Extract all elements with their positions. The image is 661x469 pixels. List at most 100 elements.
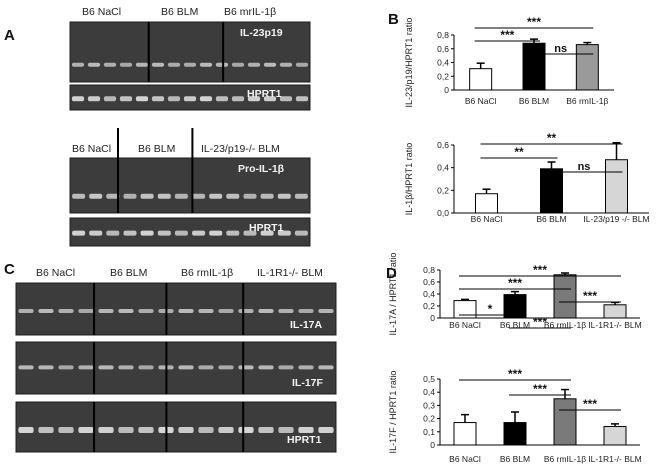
gel-band bbox=[278, 365, 294, 370]
gel-band bbox=[318, 309, 334, 313]
gel-band bbox=[218, 427, 234, 433]
gel-band bbox=[119, 96, 133, 102]
category-label: B6 BLM bbox=[500, 454, 530, 464]
y-tick-label: 0,4 bbox=[437, 58, 449, 68]
gel-band bbox=[151, 62, 165, 67]
gel-band bbox=[294, 193, 308, 199]
category-label: B6 NaCl bbox=[449, 320, 481, 330]
gel-band bbox=[238, 427, 254, 433]
panel-letter-b: B bbox=[388, 11, 399, 28]
gel-band bbox=[138, 309, 154, 313]
bar-3 bbox=[575, 44, 599, 91]
gel-band bbox=[294, 230, 308, 236]
gel-band bbox=[98, 309, 114, 313]
gel-band bbox=[157, 193, 171, 199]
gel-band bbox=[178, 427, 194, 433]
gel-band bbox=[18, 309, 34, 313]
gel-c-header-4: IL-1R1-/- BLM bbox=[257, 267, 323, 279]
gel-a2-header-1: B6 NaCl bbox=[72, 143, 111, 155]
gel-band bbox=[58, 365, 74, 370]
gel-band bbox=[178, 309, 194, 313]
gel-band bbox=[231, 62, 245, 67]
y-axis-label: IL-17F / HPRT1 ratio bbox=[388, 371, 398, 454]
gel-blot-a2 bbox=[69, 128, 311, 247]
gel-band bbox=[199, 96, 213, 102]
gel-band bbox=[135, 96, 149, 102]
bar-3 bbox=[553, 398, 577, 446]
gel-band bbox=[103, 62, 117, 67]
gel-band bbox=[118, 427, 134, 433]
category-label: B6 NaCl bbox=[465, 96, 497, 106]
gel-strip-border bbox=[15, 282, 337, 336]
y-tick-label: 0,8 bbox=[423, 265, 435, 275]
gel-band bbox=[231, 96, 245, 102]
significance-label: *** bbox=[508, 367, 522, 381]
gel-band bbox=[243, 230, 257, 236]
gel-band bbox=[279, 96, 293, 102]
gel-band bbox=[106, 193, 120, 199]
significance-label: ns bbox=[578, 161, 591, 173]
gel-c-strip-label-3: HPRT1 bbox=[287, 434, 322, 446]
gel-band bbox=[226, 230, 240, 236]
significance-label: ns bbox=[554, 43, 567, 55]
y-tick-label: 0,8 bbox=[437, 30, 449, 40]
gel-a1-header-3: B6 mrIL-1β bbox=[224, 6, 276, 18]
category-label: B6 rmIL-1β bbox=[566, 96, 608, 106]
gel-band bbox=[243, 193, 257, 199]
y-tick-label: 0,4 bbox=[437, 163, 449, 173]
gel-band bbox=[183, 96, 197, 102]
y-tick-label: 0,2 bbox=[437, 71, 449, 81]
gel-band bbox=[209, 193, 223, 199]
gel-band bbox=[183, 62, 197, 67]
gel-band bbox=[38, 365, 54, 370]
bar-3 bbox=[605, 159, 628, 214]
bar-4 bbox=[603, 304, 627, 319]
y-tick-label: 0,2 bbox=[423, 301, 435, 311]
gel-band bbox=[298, 427, 314, 433]
gel-band bbox=[138, 427, 154, 433]
y-axis-label: IL-23/p19/HPRT1 ratio bbox=[404, 18, 414, 108]
gel-band bbox=[103, 96, 117, 102]
gel-a2-header-2: B6 BLM bbox=[138, 143, 175, 155]
gel-a1-strip-label-2: HPRT1 bbox=[247, 88, 282, 100]
gel-band bbox=[263, 96, 277, 102]
gel-strip-border bbox=[69, 157, 311, 214]
category-label: B6 BLM bbox=[519, 96, 549, 106]
chart-il23p19-ratio: 0 0,2 0,4 0,6 0,8 IL-23/p19/HPRT1 ratio B6 NaC… bbox=[404, 15, 614, 107]
gel-band bbox=[198, 309, 214, 313]
gel-band bbox=[151, 96, 165, 102]
gel-band bbox=[18, 427, 34, 433]
gel-band bbox=[215, 62, 229, 67]
y-tick-label: 0,0 bbox=[437, 208, 449, 218]
gel-band bbox=[258, 365, 274, 370]
gel-strip-border bbox=[15, 401, 337, 453]
category-label: B6 BLM bbox=[536, 214, 566, 224]
gel-strip bbox=[70, 22, 310, 82]
gel-band bbox=[98, 365, 114, 370]
y-tick-label: 0,5 bbox=[423, 374, 435, 384]
gel-band bbox=[258, 309, 274, 313]
gel-blot-a1 bbox=[69, 21, 311, 111]
gel-blot-c bbox=[15, 282, 337, 453]
gel-strip-border bbox=[69, 21, 311, 83]
y-tick-label: 0 bbox=[444, 85, 449, 95]
category-label: B6 NaCl bbox=[471, 214, 503, 224]
y-tick-label: 0,6 bbox=[437, 140, 449, 150]
significance-label: *** bbox=[583, 397, 597, 411]
gel-band bbox=[298, 309, 314, 313]
gel-band bbox=[106, 230, 120, 236]
gel-band bbox=[215, 96, 229, 102]
gel-band bbox=[72, 193, 86, 199]
gel-band bbox=[72, 230, 86, 236]
y-tick-label: 0,4 bbox=[423, 387, 435, 397]
gel-band bbox=[140, 193, 154, 199]
gel-band bbox=[140, 230, 154, 236]
gel-band bbox=[238, 309, 254, 313]
gel-band bbox=[260, 230, 274, 236]
bar-4 bbox=[603, 426, 627, 446]
y-axis-label: IL-1β/HPRT1 ratio bbox=[404, 143, 414, 216]
y-tick-label: 0,1 bbox=[423, 427, 435, 437]
chart-il17a-ratio: 0 0,2 0,4 0,6 0,8 IL-17A / HPRT1 ratio B6 NaCl… bbox=[388, 253, 642, 336]
category-label: B6 rmIL-1β bbox=[544, 320, 586, 330]
gel-strip bbox=[70, 158, 310, 213]
